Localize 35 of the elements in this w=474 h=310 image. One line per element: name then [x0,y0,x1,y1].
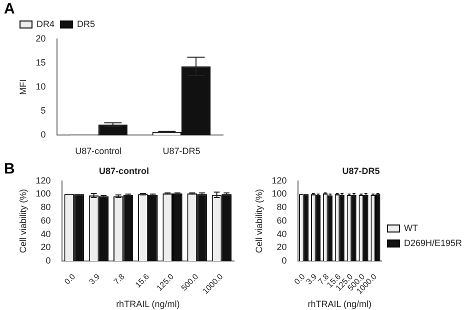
y-tick-label: 15 [36,58,46,68]
x-tick-label: 0.0 [62,272,78,286]
y-tick-label: 60 [276,215,287,226]
y-tick-label: 80 [276,202,287,212]
y-axis-title: Cell viability (%) [18,188,28,253]
legend-label: DR5 [77,18,96,29]
y-tick-label: 20 [276,242,287,252]
x-axis-title: rhTRAIL (ng/ml) [116,299,180,310]
y-tick-label: 120 [272,175,287,186]
y-tick-label: 40 [276,228,287,239]
y-tick-label: 20 [36,33,46,44]
y-tick-label: 0 [282,256,287,266]
chart-title: U87-DR5 [342,166,380,176]
x-tick-label: 3.9 [87,272,102,286]
text: A [4,0,15,18]
y-tick-label: 40 [40,228,51,239]
y-tick-label: 80 [40,202,51,212]
y-axis-title: Cell viability (%) [254,188,264,253]
y-tick-label: 20 [40,242,51,252]
x-axis-title: rhTRAIL (ng/ml) [308,299,372,310]
legend-label: D269H/E195R [404,238,462,248]
y-tick-label: 60 [40,215,51,226]
legend-label: DR4 [36,18,55,29]
y-tick-label: 100 [36,188,51,199]
text: B [4,160,15,178]
chart-title: U87-control [98,166,150,176]
y-tick-label: 120 [36,175,51,186]
y-axis-title: MFI [18,79,28,95]
legend-label: WT [404,222,418,233]
y-tick-label: 5 [40,106,46,116]
y-tick-label: 0 [40,130,46,140]
y-tick-label: 0 [46,256,51,266]
y-tick-label: 100 [272,188,287,199]
x-tick-label: 7.8 [112,272,127,286]
y-tick-label: 10 [36,82,46,92]
